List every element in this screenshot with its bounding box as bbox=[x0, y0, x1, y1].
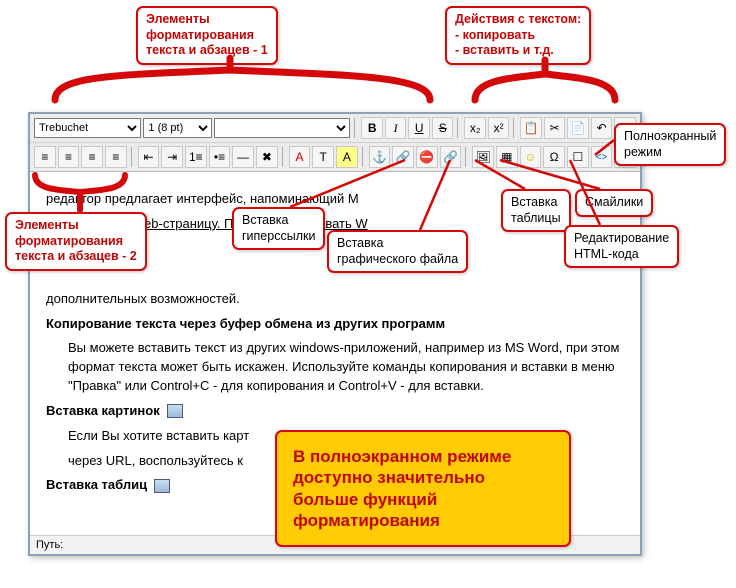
toolbar-row-2: ≡ ≡ ≡ ≡ ⇤ ⇥ 1≡ •≡ — ✖ A T A ⚓ 🔗 ⛔ 🔗 bbox=[30, 143, 640, 171]
outdent-button[interactable]: ⇤ bbox=[138, 146, 160, 168]
undo-button[interactable]: ↶ bbox=[591, 117, 613, 139]
toolbar-row-1: Trebuchet 1 (8 pt) B I U S x₂ x² 📋 ✂ 📄 ↶ bbox=[30, 114, 640, 143]
text-style-button[interactable]: T bbox=[312, 146, 334, 168]
form-button[interactable]: ☐ bbox=[567, 146, 589, 168]
link-page-button[interactable]: 🔗 bbox=[440, 146, 462, 168]
content-p3: Вы можете вставить текст из других windo… bbox=[68, 339, 624, 396]
indent-button[interactable]: ⇥ bbox=[161, 146, 183, 168]
smiley-button[interactable]: ☺ bbox=[520, 146, 542, 168]
superscript-button[interactable]: x² bbox=[488, 117, 510, 139]
image-icon bbox=[167, 404, 183, 418]
callout-text-actions: Действия с текстом: - копировать - встав… bbox=[445, 6, 591, 65]
unlink-button[interactable]: ⛔ bbox=[416, 146, 438, 168]
underline-button[interactable]: U bbox=[408, 117, 430, 139]
callout-smiley: Смайлики bbox=[575, 189, 653, 217]
unordered-list-button[interactable]: •≡ bbox=[209, 146, 231, 168]
callout-image: Вставка графического файла bbox=[327, 230, 468, 273]
strike-button[interactable]: S bbox=[432, 117, 454, 139]
text-color-button[interactable]: A bbox=[289, 146, 311, 168]
bold-button[interactable]: B bbox=[361, 117, 383, 139]
callout-table: Вставка таблицы bbox=[501, 189, 571, 232]
anchor-button[interactable]: ⚓ bbox=[369, 146, 391, 168]
ordered-list-button[interactable]: 1≡ bbox=[185, 146, 207, 168]
font-family-select[interactable]: Trebuchet bbox=[34, 118, 141, 138]
subscript-button[interactable]: x₂ bbox=[464, 117, 486, 139]
italic-button[interactable]: I bbox=[385, 117, 407, 139]
align-left-button[interactable]: ≡ bbox=[34, 146, 56, 168]
copy-button[interactable]: 📋 bbox=[520, 117, 542, 139]
special-char-button[interactable]: Ω bbox=[543, 146, 565, 168]
callout-html: Редактирование HTML-кода bbox=[564, 225, 679, 268]
clear-format-button[interactable]: ✖ bbox=[256, 146, 278, 168]
content-extra: дополнительных возможностей. bbox=[46, 290, 624, 309]
link-button[interactable]: 🔗 bbox=[392, 146, 414, 168]
callout-hyperlink: Вставка гиперссылки bbox=[232, 207, 325, 250]
callout-fullscreen: Полноэкранный режим bbox=[614, 123, 726, 166]
align-justify-button[interactable]: ≡ bbox=[105, 146, 127, 168]
highlight-button[interactable]: A bbox=[336, 146, 358, 168]
toolbar: Trebuchet 1 (8 pt) B I U S x₂ x² 📋 ✂ 📄 ↶ bbox=[30, 114, 640, 172]
content-p1: редактор предлагает интерфейс, напоминаю… bbox=[46, 191, 359, 206]
table-button[interactable]: ▦ bbox=[496, 146, 518, 168]
align-center-button[interactable]: ≡ bbox=[58, 146, 80, 168]
paste-button[interactable]: 📄 bbox=[567, 117, 589, 139]
status-path: Путь: bbox=[36, 539, 63, 551]
hr-button[interactable]: — bbox=[232, 146, 254, 168]
table-icon bbox=[154, 479, 170, 493]
paragraph-select[interactable] bbox=[214, 118, 351, 138]
callout-fullscreen-info: В полноэкранном режиме доступно значител… bbox=[275, 430, 571, 547]
font-size-select[interactable]: 1 (8 pt) bbox=[143, 118, 211, 138]
align-right-button[interactable]: ≡ bbox=[81, 146, 103, 168]
image-button[interactable]: 🖼 bbox=[472, 146, 494, 168]
heading-images: Вставка картинок bbox=[46, 402, 624, 421]
callout-format-2: Элементы форматирования текста и абзацев… bbox=[5, 212, 147, 271]
callout-format-1: Элементы форматирования текста и абзацев… bbox=[136, 6, 278, 65]
html-button[interactable]: <> bbox=[591, 146, 613, 168]
cut-button[interactable]: ✂ bbox=[544, 117, 566, 139]
heading-copying: Копирование текста через буфер обмена из… bbox=[46, 315, 624, 334]
